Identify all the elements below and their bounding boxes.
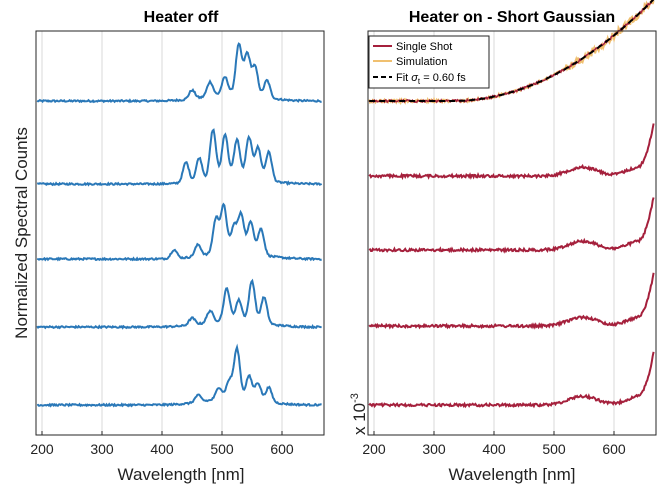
left-grid [41, 31, 283, 435]
right-xlabel: Wavelength [nm] [449, 465, 576, 484]
legend-label-fit: Fit σt = 0.60 fs [396, 72, 466, 86]
heater-off-spectrum [36, 42, 322, 104]
right-xtick-label: 500 [542, 441, 566, 457]
y-scale-factor: x 10-3 [349, 393, 369, 435]
heater-off-spectrum [36, 128, 323, 187]
right-curves [368, 0, 655, 409]
left-xtick-label: 200 [30, 441, 54, 457]
heater-off-spectrum [36, 202, 322, 262]
left-ylabel: Normalized Spectral Counts [12, 127, 31, 339]
heater-off-spectrum [36, 343, 322, 408]
left-xtick-label: 500 [210, 441, 234, 457]
left-axes-box [35, 30, 325, 436]
right-title: Heater on - Short Gaussian [409, 9, 615, 26]
right-xtick-label: 300 [422, 441, 446, 457]
right-axes-box [367, 30, 657, 436]
left-xlabel: Wavelength [nm] [118, 465, 245, 484]
left-xtick-label: 600 [270, 441, 294, 457]
heater-off-spectrum [36, 278, 322, 330]
right-grid [373, 31, 615, 435]
right-xticks: 200 300 400 500 600 [362, 431, 626, 457]
left-xticks: 200 300 400 500 600 [30, 431, 294, 457]
right-panel: Heater on - Short Gaussian 200 300 400 500 6… [349, 0, 657, 484]
right-xtick-label: 200 [362, 441, 386, 457]
right-xtick-label: 600 [602, 441, 626, 457]
legend: Single Shot Simulation Fit σt = 0.60 fs [368, 35, 490, 89]
left-curves [36, 42, 323, 408]
single-shot-line [368, 351, 655, 409]
left-panel: Heater off 200 300 400 500 600 Wavelength [n… [12, 9, 325, 484]
right-xtick-label: 400 [482, 441, 506, 457]
legend-label-single-shot: Single Shot [396, 41, 452, 53]
left-title: Heater off [144, 9, 219, 26]
legend-label-simulation: Simulation [396, 56, 447, 68]
single-shot-line [368, 123, 655, 181]
fit-line [369, 0, 655, 102]
left-xtick-label: 400 [150, 441, 174, 457]
single-shot-line [368, 197, 655, 254]
left-xtick-label: 300 [90, 441, 114, 457]
single-shot-line [368, 272, 655, 330]
